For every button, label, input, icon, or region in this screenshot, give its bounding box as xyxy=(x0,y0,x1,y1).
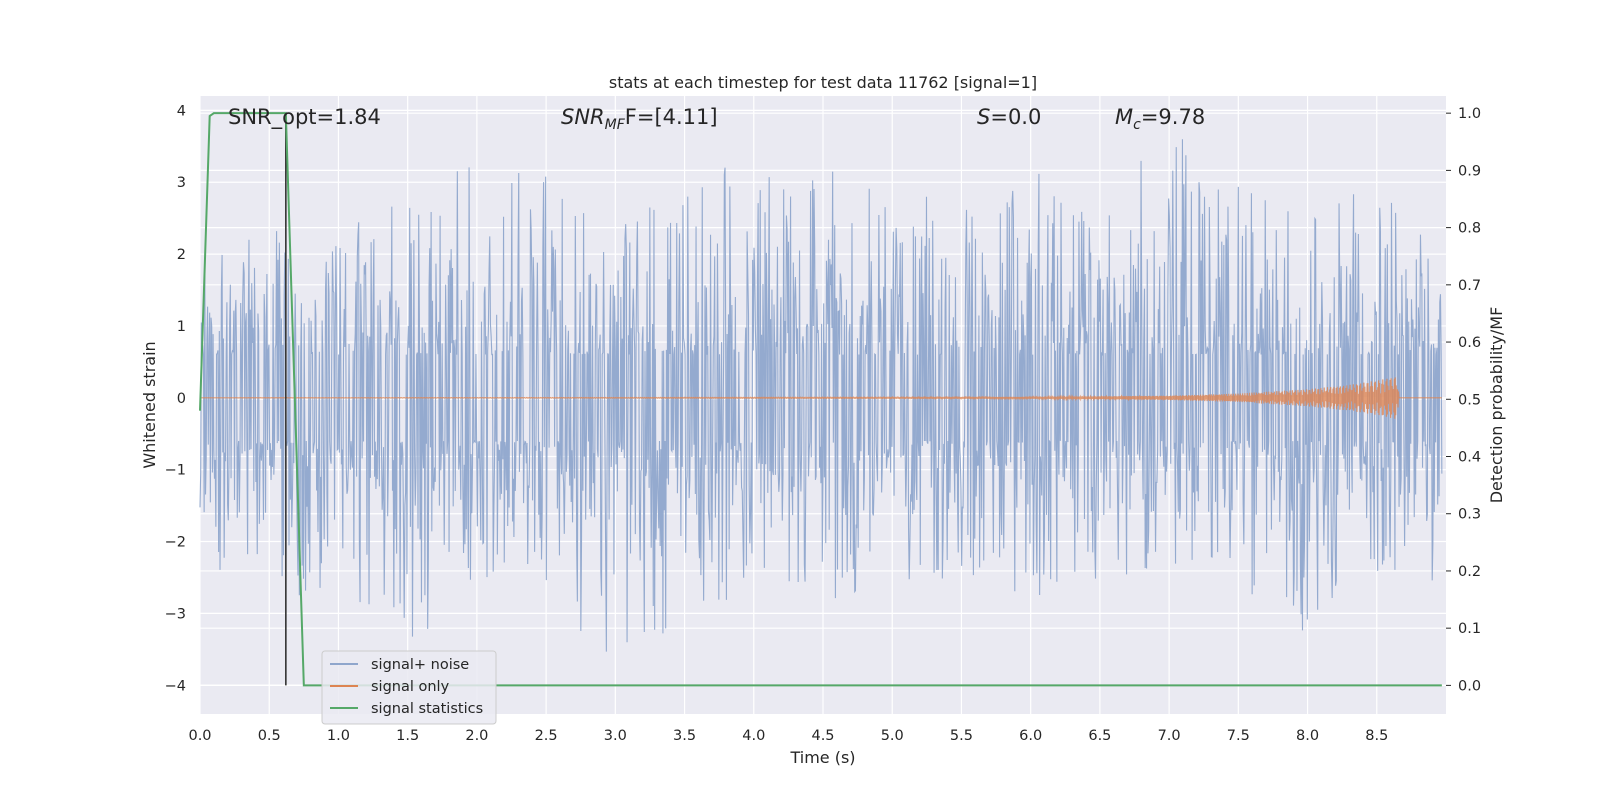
y-tick-label-right: 0.3 xyxy=(1458,507,1481,523)
y-axis-label-left: Whitened strain xyxy=(140,341,159,468)
y-axis-label-right: Detection probability/MF xyxy=(1487,307,1506,504)
legend-label-signal-statistics: signal statistics xyxy=(371,701,483,717)
y-tick-label-left: −3 xyxy=(165,606,186,622)
annotation-snr-mf: SNRMFF=[4.11] xyxy=(561,105,718,133)
annotation-mc-main: M xyxy=(1115,105,1133,129)
y-tick-label-right: 0.5 xyxy=(1458,392,1481,408)
x-tick-label: 5.5 xyxy=(950,728,973,744)
x-tick-label: 2.5 xyxy=(535,728,558,744)
y-tick-label-right: 0.6 xyxy=(1458,335,1481,351)
x-tick-label: 0.5 xyxy=(258,728,281,744)
x-tick-label: 4.5 xyxy=(811,728,834,744)
x-tick-label: 7.0 xyxy=(1158,728,1181,744)
x-tick-label: 6.0 xyxy=(1019,728,1042,744)
y-tick-label-right: 0.7 xyxy=(1458,278,1481,294)
x-tick-label: 1.0 xyxy=(327,728,350,744)
y-tick-label-left: 4 xyxy=(177,103,186,119)
y-tick-label-right: 0.1 xyxy=(1458,621,1481,637)
y-tick-label-left: −1 xyxy=(165,463,186,479)
y-tick-label-left: 0 xyxy=(177,391,186,407)
annotation-snr-mf-main: SNR xyxy=(561,105,605,129)
x-tick-label: 8.0 xyxy=(1296,728,1319,744)
y-tick-label-right: 0.0 xyxy=(1458,678,1481,694)
annotation-s-main: S xyxy=(977,105,990,129)
legend-label-signal-noise: signal+ noise xyxy=(371,657,469,673)
y-tick-label-left: 3 xyxy=(177,175,186,191)
x-tick-label: 5.0 xyxy=(881,728,904,744)
series-signal-only xyxy=(200,377,1442,419)
y-tick-label-right: 0.4 xyxy=(1458,450,1481,466)
y-tick-label-right: 0.2 xyxy=(1458,564,1481,580)
y-tick-label-left: −4 xyxy=(165,678,186,694)
y-tick-label-right: 1.0 xyxy=(1458,106,1481,122)
annotation-s-rest: =0.0 xyxy=(990,105,1041,129)
y-tick-label-right: 0.9 xyxy=(1458,163,1481,179)
legend-box xyxy=(321,650,497,725)
annotation-s: S=0.0 xyxy=(977,105,1041,129)
x-tick-label: 3.5 xyxy=(673,728,696,744)
x-tick-label: 2.0 xyxy=(465,728,488,744)
annotation-mc: Mc=9.78 xyxy=(1115,105,1205,133)
series-signal-noise xyxy=(199,139,1443,652)
x-tick-label: 0.0 xyxy=(188,728,211,744)
annotation-snr-opt: SNR_opt=1.84 xyxy=(228,105,381,130)
legend-label-signal-only: signal only xyxy=(371,679,450,695)
y-tick-label-left: 1 xyxy=(177,319,186,335)
x-tick-label: 1.5 xyxy=(396,728,419,744)
annotation-mc-sub: c xyxy=(1133,117,1141,133)
x-axis-label: Time (s) xyxy=(789,748,855,767)
y-tick-label-right: 0.8 xyxy=(1458,221,1481,237)
annotation-snr-mf-rest: F=[4.11] xyxy=(625,105,718,129)
x-tick-label: 8.5 xyxy=(1365,728,1388,744)
y-tick-label-left: 2 xyxy=(177,247,186,263)
ticks: 0.0 0.5 1.0 1.5 2.0 2.5 3.0 3.5 4.0 4.5 5.0 5.5 6.0 6… xyxy=(165,103,1481,744)
x-tick-label: 6.5 xyxy=(1088,728,1111,744)
annotation-snr-mf-sub: MF xyxy=(605,117,626,133)
y-tick-label-left: −2 xyxy=(165,535,186,551)
annotation-mc-rest: =9.78 xyxy=(1141,105,1205,129)
x-tick-label: 4.0 xyxy=(742,728,765,744)
x-tick-label: 7.5 xyxy=(1227,728,1250,744)
chart-title: stats at each timestep for test data 117… xyxy=(609,73,1037,92)
legend: signal+ noise signal only signal statist… xyxy=(321,650,497,725)
x-tick-label: 3.0 xyxy=(604,728,627,744)
